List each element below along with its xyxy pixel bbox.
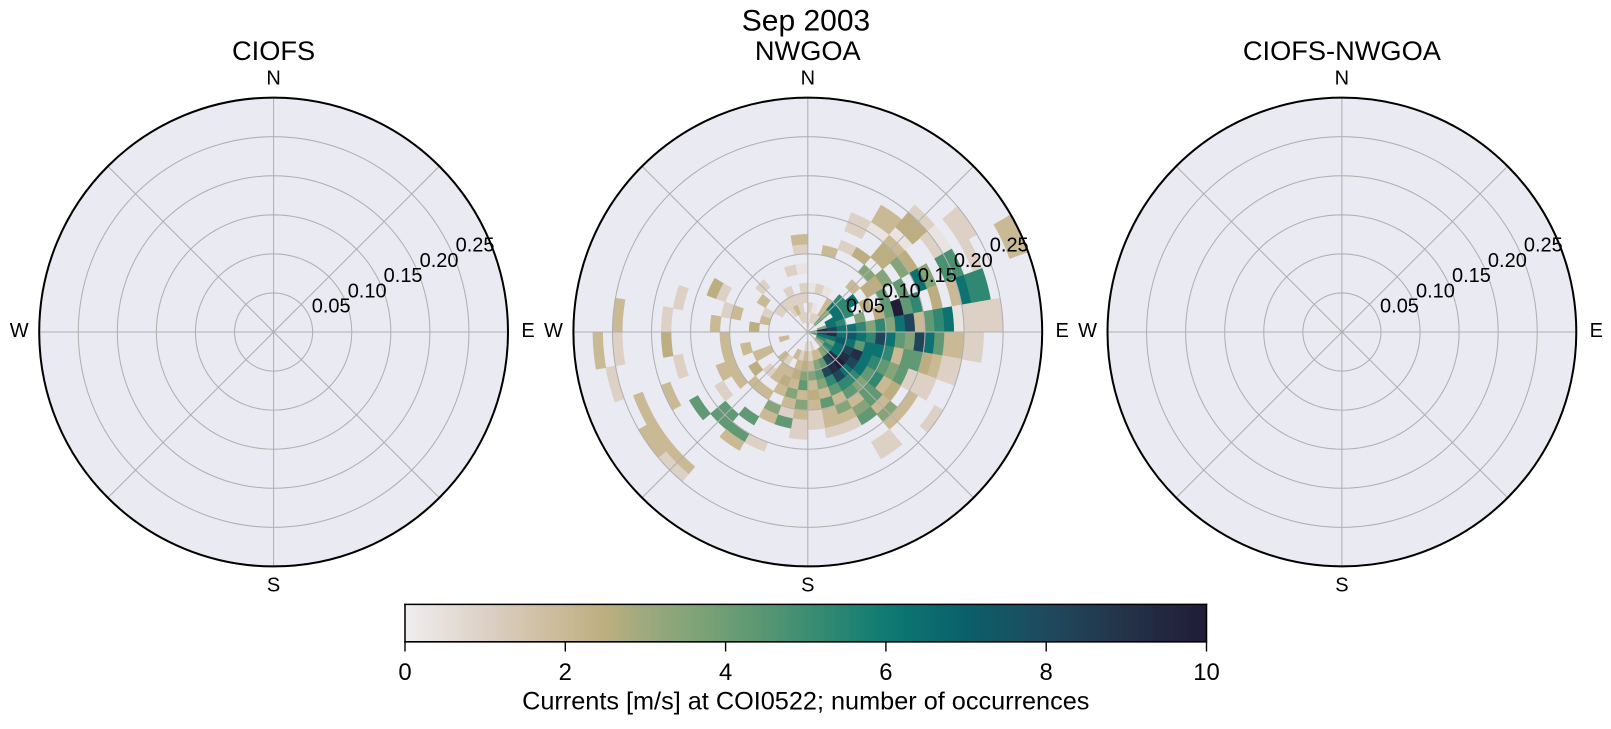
svg-text:N: N <box>1335 67 1349 89</box>
svg-text:0.10: 0.10 <box>348 280 387 302</box>
svg-text:0.25: 0.25 <box>1524 235 1563 257</box>
svg-text:W: W <box>1078 320 1097 342</box>
svg-text:E: E <box>1590 320 1603 342</box>
svg-text:0.15: 0.15 <box>384 265 423 287</box>
svg-text:W: W <box>544 320 563 342</box>
svg-text:0: 0 <box>398 659 411 686</box>
svg-text:W: W <box>10 320 29 342</box>
svg-text:S: S <box>801 575 814 597</box>
svg-text:Currents [m/s] at COI0522; num: Currents [m/s] at COI0522; number of occ… <box>522 687 1089 715</box>
svg-text:0.15: 0.15 <box>918 265 957 287</box>
svg-text:CIOFS: CIOFS <box>232 35 315 66</box>
svg-text:0.20: 0.20 <box>1488 250 1527 272</box>
svg-text:S: S <box>1335 575 1348 597</box>
svg-text:N: N <box>801 67 815 89</box>
svg-text:6: 6 <box>879 659 892 686</box>
svg-text:E: E <box>521 320 534 342</box>
svg-text:NWGOA: NWGOA <box>755 35 862 66</box>
svg-text:0.15: 0.15 <box>1452 265 1491 287</box>
svg-text:0.10: 0.10 <box>882 280 921 302</box>
svg-text:0.05: 0.05 <box>312 296 351 318</box>
svg-text:0.05: 0.05 <box>1380 296 1419 318</box>
svg-text:S: S <box>267 575 280 597</box>
svg-text:10: 10 <box>1193 659 1220 686</box>
svg-text:0.20: 0.20 <box>420 250 459 272</box>
svg-text:0.10: 0.10 <box>1416 280 1455 302</box>
svg-text:0.25: 0.25 <box>456 235 495 257</box>
svg-text:E: E <box>1056 320 1069 342</box>
svg-text:Sep 2003: Sep 2003 <box>742 4 870 37</box>
svg-text:8: 8 <box>1040 659 1053 686</box>
svg-text:4: 4 <box>719 659 732 686</box>
svg-text:0.05: 0.05 <box>846 296 885 318</box>
svg-text:N: N <box>266 67 280 89</box>
svg-text:0.25: 0.25 <box>990 235 1029 257</box>
svg-text:0.20: 0.20 <box>954 250 993 272</box>
svg-text:2: 2 <box>559 659 572 686</box>
svg-text:CIOFS-NWGOA: CIOFS-NWGOA <box>1243 35 1442 66</box>
